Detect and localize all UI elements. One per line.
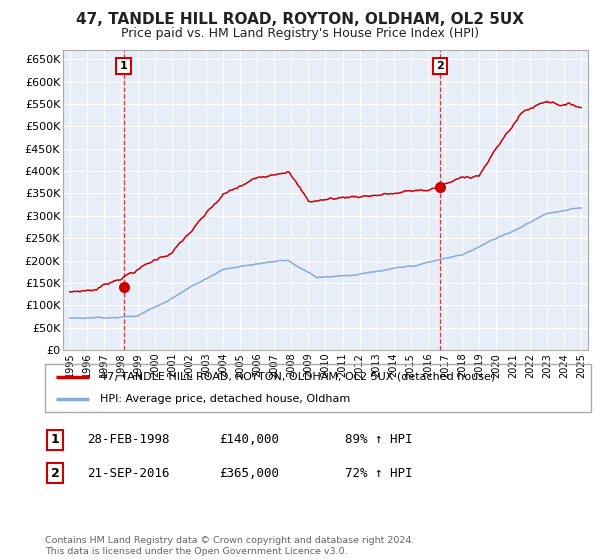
Text: HPI: Average price, detached house, Oldham: HPI: Average price, detached house, Oldh… xyxy=(100,394,350,404)
Text: 21-SEP-2016: 21-SEP-2016 xyxy=(87,466,170,480)
Text: £365,000: £365,000 xyxy=(219,466,279,480)
Text: Contains HM Land Registry data © Crown copyright and database right 2024.
This d: Contains HM Land Registry data © Crown c… xyxy=(45,536,415,556)
Text: 47, TANDLE HILL ROAD, ROYTON, OLDHAM, OL2 5UX: 47, TANDLE HILL ROAD, ROYTON, OLDHAM, OL… xyxy=(76,12,524,27)
Text: 2: 2 xyxy=(51,466,59,480)
Text: Price paid vs. HM Land Registry's House Price Index (HPI): Price paid vs. HM Land Registry's House … xyxy=(121,27,479,40)
Text: 28-FEB-1998: 28-FEB-1998 xyxy=(87,433,170,446)
Text: 47, TANDLE HILL ROAD, ROYTON, OLDHAM, OL2 5UX (detached house): 47, TANDLE HILL ROAD, ROYTON, OLDHAM, OL… xyxy=(100,372,495,382)
Text: 89% ↑ HPI: 89% ↑ HPI xyxy=(345,433,413,446)
Text: 2: 2 xyxy=(436,61,444,71)
Text: 1: 1 xyxy=(120,61,128,71)
Text: 72% ↑ HPI: 72% ↑ HPI xyxy=(345,466,413,480)
Text: 1: 1 xyxy=(51,433,59,446)
Text: £140,000: £140,000 xyxy=(219,433,279,446)
